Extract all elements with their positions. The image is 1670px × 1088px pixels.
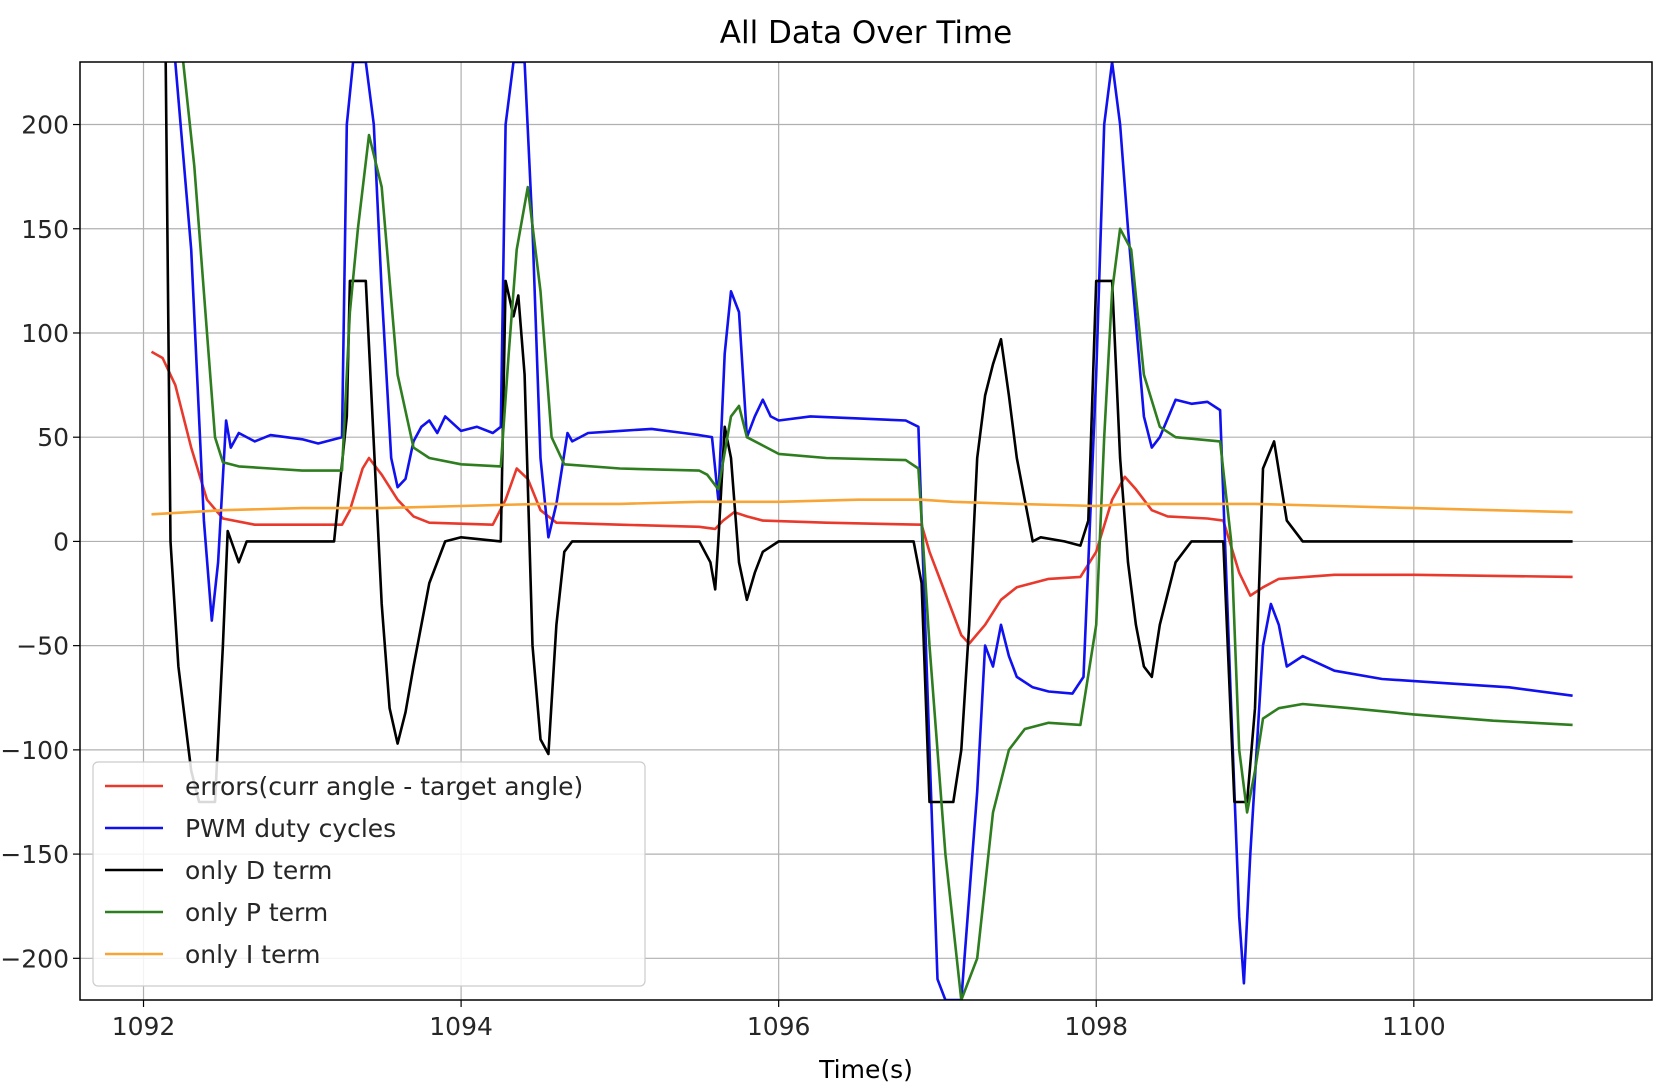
series-line-only (164, 62, 1573, 804)
legend-label: only I term (185, 940, 321, 969)
legend-label: only D term (185, 856, 332, 885)
series-line-only (151, 498, 1573, 516)
x-tick-label: 1098 (1064, 1012, 1128, 1041)
series-layer (150, 62, 1573, 1000)
y-tick-label: −50 (16, 632, 69, 661)
y-tick-label: 150 (21, 215, 69, 244)
plot-frame (79, 61, 1653, 1001)
x-axis: 1092 1094 1096 1098 1100 (112, 1000, 1446, 1041)
x-tick-label: 1096 (747, 1012, 811, 1041)
y-tick-label: 50 (37, 423, 69, 452)
y-tick-label: −150 (0, 840, 69, 869)
chart-title: All Data Over Time (720, 15, 1012, 51)
x-tick-label: 1092 (112, 1012, 176, 1041)
y-axis: −200 −150 −100 −50 0 50 100 150 200 (0, 111, 80, 973)
y-tick-label: −200 (0, 944, 69, 973)
y-tick-label: 100 (21, 319, 69, 348)
series-line-only (181, 62, 1573, 1000)
series-line-errorscurr (150, 350, 1573, 645)
x-axis-label: Time(s) (818, 1055, 913, 1084)
y-tick-label: −100 (0, 736, 69, 765)
legend: errors(curr angle - target angle) PWM dut… (92, 761, 646, 987)
legend-box (92, 761, 646, 987)
series-line-pwm (174, 62, 1573, 1000)
y-tick-label: 200 (21, 111, 69, 140)
x-tick-label: 1100 (1382, 1012, 1446, 1041)
legend-label: errors(curr angle - target angle) (185, 772, 583, 801)
legend-label: PWM duty cycles (185, 814, 396, 843)
legend-label: only P term (185, 898, 328, 927)
x-tick-label: 1094 (429, 1012, 493, 1041)
y-tick-label: 0 (53, 527, 69, 556)
